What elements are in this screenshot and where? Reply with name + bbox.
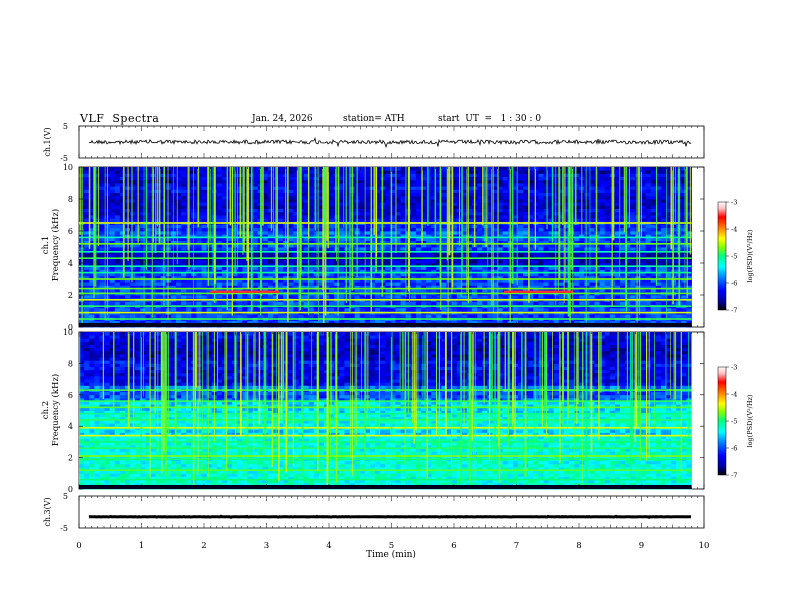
ch1-colorbar: -3 -4 -5 -6 -7 log(PSD)(V²/Hz)	[717, 199, 754, 315]
ch2-ylabel-channel: ch.2	[41, 401, 51, 419]
spec1-ytick: 2	[68, 291, 73, 300]
ch1-ylabel: ch.1(V)	[43, 127, 52, 156]
ch3-ytick-top: 5	[63, 492, 68, 501]
colorbar-tick: -3	[731, 364, 737, 372]
x-tick-label: 9	[639, 541, 644, 551]
spec2-ytick: 6	[68, 391, 73, 400]
ch2-ylabel-frequency: Frequency (kHz)	[50, 374, 61, 446]
spec1-ytick: 8	[68, 195, 73, 204]
colorbar-tick: -4	[731, 391, 737, 399]
ch3-waveform-panel: 5 -5 ch.3(V)	[43, 492, 705, 533]
ch1-ytick-top: 5	[63, 122, 68, 131]
colorbar-tick: -7	[731, 472, 737, 480]
chart-title: VLF Spectra	[80, 112, 160, 125]
x-tick-label: 7	[514, 541, 519, 551]
date-label: Jan. 24, 2026	[252, 114, 313, 124]
x-tick-label: 5	[389, 541, 394, 551]
ch3-trace	[88, 514, 692, 520]
spec2-ytick: 8	[68, 359, 73, 368]
spec1-ytick: 6	[68, 227, 73, 236]
spec2-ytick: 0	[68, 485, 73, 494]
x-tick-label: 1	[139, 541, 144, 551]
ch1-colorbar-label: log(PSD)(V²/Hz)	[746, 229, 754, 282]
spec2-ytick: 2	[68, 454, 73, 463]
ch1-ylabel-channel: ch.1	[41, 236, 51, 254]
x-axis: 0 1 2 3 4 5 6 7 8 9 10	[76, 126, 709, 551]
colorbar-tick: -5	[731, 418, 737, 426]
ch1-trace	[88, 136, 692, 149]
colorbar-tick: -3	[731, 199, 737, 207]
x-tick-label: 2	[201, 541, 206, 551]
x-tick-label: 0	[76, 541, 81, 551]
colorbar-tick: -6	[731, 445, 737, 453]
ch1-waveform-panel: 5 -5 ch.1(V)	[43, 122, 705, 163]
ch1-ylabel-frequency: Frequency (kHz)	[50, 209, 61, 281]
ch1-spectrogram	[79, 167, 692, 328]
ch1-spectrogram-panel: 0 2 4 6 8 10 ch.1 Frequency (kHz)	[41, 163, 705, 332]
ch3-ytick-bottom: -5	[60, 524, 68, 533]
spec1-ytick: 10	[63, 163, 73, 172]
x-tick-label: 8	[576, 541, 581, 551]
x-tick-label: 3	[264, 541, 269, 551]
spec2-ytick: 10	[63, 328, 73, 337]
ch2-colorbar-label: log(PSD)(V²/Hz)	[746, 394, 754, 447]
ch2-spectrogram	[79, 332, 693, 490]
ch2-colorbar: -3 -4 -5 -6 -7 log(PSD)(V²/Hz)	[717, 364, 754, 480]
ch2-spectrogram-panel: 0 2 4 6 8 10 ch.2 Frequency (kHz)	[41, 328, 705, 494]
station-label: station= ATH	[343, 114, 405, 124]
colorbar-tick: -7	[731, 307, 737, 315]
colorbar-tick: -4	[731, 226, 737, 234]
x-tick-label: 10	[699, 541, 710, 551]
ch1-ytick-bottom: -5	[60, 154, 68, 163]
ch3-ylabel: ch.3(V)	[43, 497, 52, 526]
x-tick-label: 4	[326, 541, 331, 551]
colorbar-tick: -5	[731, 253, 737, 261]
spec1-ytick: 4	[68, 259, 73, 268]
spec1-ytick: 0	[68, 323, 73, 332]
spec2-ytick: 4	[68, 422, 73, 431]
colorbar-tick: -6	[731, 280, 737, 288]
x-axis-label: Time (min)	[366, 549, 416, 560]
x-tick-label: 6	[451, 541, 456, 551]
start-ut-label: start UT = 1 : 30 : 0	[438, 114, 542, 124]
